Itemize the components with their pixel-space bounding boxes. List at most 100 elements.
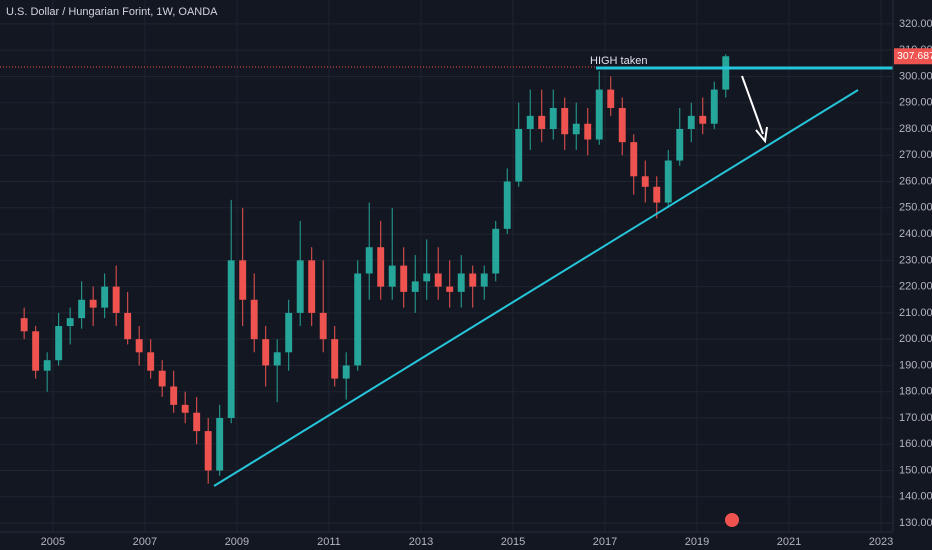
candle-body [457, 273, 465, 292]
candle-body [181, 404, 189, 413]
candle-body [377, 247, 385, 287]
candle-body [354, 273, 362, 366]
x-tick-label: 2007 [133, 536, 157, 548]
y-tick-label: 190.000 [899, 359, 932, 371]
x-tick-label: 2011 [317, 536, 341, 548]
arrow-shaft[interactable] [741, 75, 764, 135]
candle-body [400, 265, 408, 292]
y-tick-label: 320.000 [899, 18, 932, 30]
candle-body [262, 339, 270, 366]
candle-body [239, 260, 247, 300]
candle-body [584, 123, 592, 140]
y-tick-label: 180.000 [899, 386, 932, 398]
candle-body [342, 365, 350, 379]
y-tick-label: 200.000 [899, 333, 932, 345]
candle-body [572, 123, 580, 135]
candle-body [676, 128, 684, 161]
y-tick-label: 220.000 [899, 281, 932, 293]
y-tick-label: 130.000 [899, 517, 932, 529]
arrow-head[interactable] [755, 126, 768, 144]
candle-body [492, 228, 500, 274]
candle-body [285, 312, 293, 353]
x-tick-label: 2015 [501, 536, 525, 548]
candle-body [538, 115, 546, 129]
candle-body [411, 281, 419, 292]
candle-body [388, 265, 396, 287]
candle-body [653, 186, 661, 203]
candle-body [250, 299, 258, 340]
x-tick-label: 2009 [225, 536, 249, 548]
candle-body [446, 286, 454, 292]
candle-body [43, 360, 51, 371]
chart-title: U.S. Dollar / Hungarian Forint, 1W, OAND… [6, 6, 218, 18]
candle-body [124, 312, 132, 340]
event-icon[interactable] [725, 513, 739, 527]
candle-body [423, 273, 431, 282]
y-tick-label: 210.000 [899, 307, 932, 319]
candle-body [641, 176, 649, 187]
candle-body [216, 417, 224, 471]
candle-body [722, 56, 730, 90]
y-tick-label: 250.000 [899, 202, 932, 214]
candle-body [170, 386, 178, 405]
candles [20, 54, 730, 484]
candle-body [469, 273, 477, 287]
candle-body [308, 260, 316, 313]
candle-body [112, 286, 120, 313]
candle-body [618, 107, 626, 143]
candle-body [204, 431, 212, 471]
last-price-box [894, 48, 932, 65]
candle-body [20, 318, 28, 332]
candle-body [227, 260, 235, 418]
y-tick-label: 260.000 [899, 175, 932, 187]
candle-body [699, 115, 707, 124]
candle-body [101, 286, 109, 308]
last-price-label: 307.687 [897, 50, 932, 62]
candle-body [595, 89, 603, 140]
y-tick-label: 290.000 [899, 97, 932, 109]
candle-body [561, 107, 569, 135]
x-tick-label: 2021 [777, 536, 801, 548]
candle-body [273, 352, 281, 366]
grid [0, 0, 893, 532]
y-tick-label: 240.000 [899, 228, 932, 240]
candle-body [147, 352, 155, 371]
candle-body [515, 128, 523, 182]
x-tick-label: 2005 [41, 536, 65, 548]
candle-body [365, 247, 373, 274]
candle-body [158, 370, 166, 387]
trend-line[interactable] [213, 89, 859, 487]
candle-body [331, 339, 339, 379]
y-tick-label: 160.000 [899, 438, 932, 450]
candle-body [549, 107, 557, 129]
candle-body [66, 318, 74, 327]
candle-body [193, 412, 201, 432]
y-tick-label: 150.000 [899, 464, 932, 476]
y-tick-label: 230.000 [899, 254, 932, 266]
candle-body [89, 299, 97, 308]
candle-body [630, 142, 638, 177]
y-tick-label: 170.000 [899, 412, 932, 424]
candle-body [480, 273, 488, 287]
x-tick-label: 2017 [593, 536, 617, 548]
y-tick-label: 270.000 [899, 149, 932, 161]
axes: 130.000 140.000 150.000 160.000 170.000 180.0… [41, 18, 932, 548]
candle-body [32, 331, 40, 371]
candle-body [687, 115, 695, 129]
candle-body [434, 273, 442, 287]
candle-body [526, 115, 534, 129]
y-tick-label: 300.000 [899, 70, 932, 82]
candle-body [664, 160, 672, 203]
candle-body [296, 260, 304, 313]
candle-body [78, 299, 86, 319]
candle-body [607, 89, 615, 108]
candle-body [503, 181, 511, 229]
x-tick-label: 2013 [409, 536, 433, 548]
candle-body [710, 89, 718, 124]
y-tick-label: 140.000 [899, 491, 932, 503]
candle-body [135, 339, 143, 353]
x-tick-label: 2023 [869, 536, 893, 548]
